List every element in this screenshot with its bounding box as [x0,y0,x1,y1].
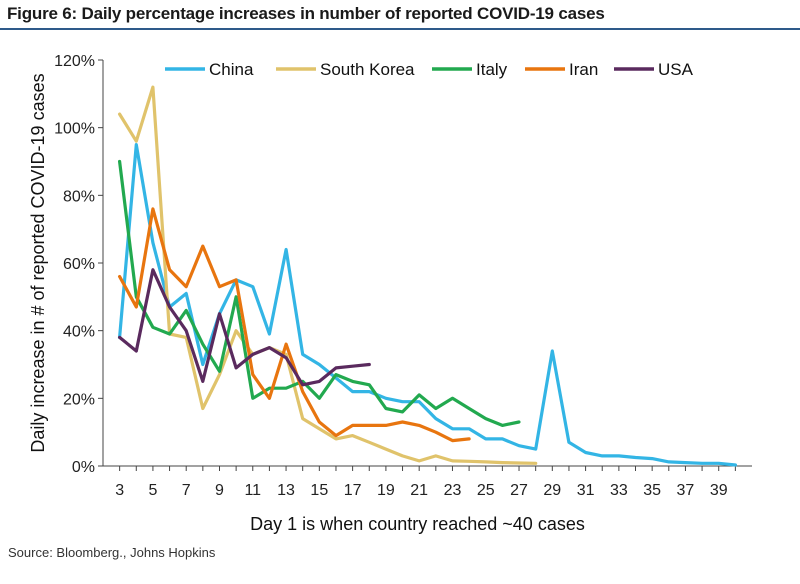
y-tick-label: 120% [54,53,95,70]
x-tick-label: 29 [543,482,561,499]
x-tick-label: 37 [677,482,695,499]
x-axis-title: Day 1 is when country reached ~40 cases [250,514,585,534]
series-line-south-korea [117,85,538,465]
y-tick-label: 0% [72,459,95,476]
x-tick-label: 25 [477,482,495,499]
legend-label: South Korea [320,60,415,79]
x-tick-label: 19 [377,482,395,499]
legend-label: China [209,60,254,79]
y-tick-label: 100% [54,121,95,138]
series-line-china [117,143,738,467]
legend-label: Iran [569,60,598,79]
y-tick-label: 80% [63,188,95,205]
x-tick-label: 21 [410,482,428,499]
x-tick-label: 27 [510,482,528,499]
series-line-iran [117,207,471,443]
x-tick-label: 9 [215,482,224,499]
axes: 0%20%40%60%80%100%120%3 5 7 9 11 13 15 17 19 21 23… [54,53,752,499]
x-tick-label: 11 [244,482,261,499]
x-tick-label: 33 [610,482,628,499]
y-axis-title: Daily increase in # of reported COVID-19… [28,73,48,452]
series-line-usa [117,268,371,387]
y-tick-label: 60% [63,256,95,273]
y-tick-label: 20% [63,391,95,408]
x-tick-label: 23 [444,482,462,499]
figure-title: Figure 6: Daily percentage increases in … [7,4,605,23]
x-tick-label: 5 [148,482,157,499]
x-tick-label: 13 [277,482,295,499]
x-tick-label: 35 [643,482,661,499]
legend-label: Italy [476,60,508,79]
y-tick-label: 40% [63,324,95,341]
source-note: Source: Bloomberg., Johns Hopkins [8,545,216,560]
title-divider [0,28,800,30]
series-line-italy [117,159,521,427]
x-tick-label: 3 [115,482,124,499]
series-lines [117,85,738,467]
x-tick-label: 17 [344,482,362,499]
legend: China South Korea Italy Iran USA [165,60,694,79]
x-tick-label: 31 [577,482,595,499]
x-tick-label: 15 [310,482,328,499]
x-tick-label: 7 [182,482,191,499]
x-tick-label: 39 [710,482,728,499]
legend-label: USA [658,60,694,79]
